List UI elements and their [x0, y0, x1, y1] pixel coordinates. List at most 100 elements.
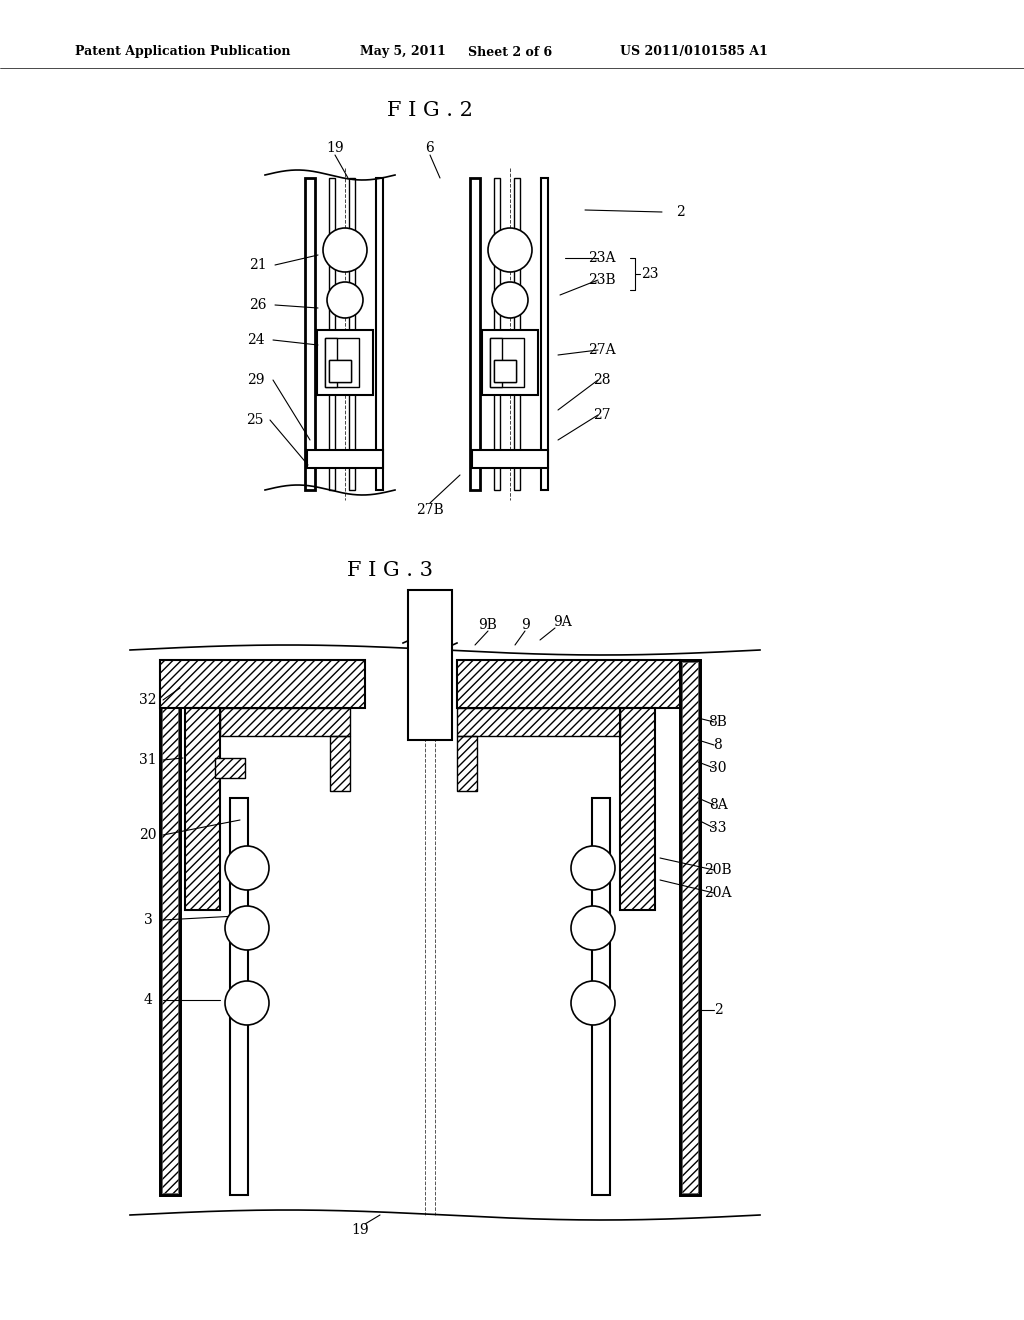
Text: 9: 9 — [520, 618, 529, 632]
Text: 4: 4 — [143, 993, 153, 1007]
Circle shape — [571, 846, 615, 890]
Bar — [160, 660, 180, 1195]
Text: 20A: 20A — [705, 886, 732, 900]
Text: 32: 32 — [139, 693, 157, 708]
Circle shape — [571, 981, 615, 1026]
Text: 8: 8 — [714, 738, 722, 752]
Text: 24: 24 — [247, 333, 265, 347]
Text: 30: 30 — [710, 762, 727, 775]
Circle shape — [323, 228, 367, 272]
Circle shape — [225, 846, 269, 890]
Text: 27: 27 — [593, 408, 610, 422]
Bar — [215, 758, 245, 777]
Bar — [494, 178, 500, 490]
Bar — [185, 708, 220, 909]
Text: 19: 19 — [327, 141, 344, 154]
Text: 9B: 9B — [478, 618, 498, 632]
Text: 25: 25 — [246, 413, 264, 426]
Bar — [349, 178, 355, 490]
Text: 29: 29 — [247, 374, 265, 387]
Bar — [490, 338, 502, 387]
Bar — [162, 663, 178, 1193]
Text: 3: 3 — [143, 913, 153, 927]
Text: F I G . 2: F I G . 2 — [387, 100, 473, 120]
Text: 23A: 23A — [588, 251, 615, 265]
Bar — [470, 178, 480, 490]
Circle shape — [492, 282, 528, 318]
Text: 6: 6 — [426, 141, 434, 154]
Text: Patent Application Publication: Patent Application Publication — [75, 45, 291, 58]
Text: 20B: 20B — [705, 863, 732, 876]
Bar — [620, 708, 655, 909]
Bar — [330, 737, 350, 791]
Bar — [325, 338, 359, 387]
Text: 28: 28 — [593, 374, 610, 387]
Text: US 2011/0101585 A1: US 2011/0101585 A1 — [620, 45, 768, 58]
Bar — [220, 708, 350, 737]
Bar — [472, 450, 548, 469]
Bar — [472, 450, 548, 469]
Bar — [680, 660, 700, 1195]
Text: 31: 31 — [139, 752, 157, 767]
Bar — [490, 338, 502, 387]
Text: 9A: 9A — [553, 615, 571, 630]
Bar — [160, 660, 365, 708]
Bar — [457, 737, 477, 791]
Text: May 5, 2011: May 5, 2011 — [360, 45, 445, 58]
Text: 20: 20 — [139, 828, 157, 842]
Bar — [307, 450, 383, 469]
Bar — [494, 360, 516, 381]
Bar — [376, 178, 383, 490]
Circle shape — [571, 906, 615, 950]
Text: 2: 2 — [714, 1003, 722, 1016]
Bar — [457, 708, 620, 737]
Bar — [305, 178, 315, 490]
Circle shape — [327, 282, 362, 318]
Bar — [457, 660, 680, 708]
Circle shape — [488, 228, 532, 272]
Bar — [317, 330, 373, 395]
Bar — [482, 330, 538, 395]
Bar — [317, 330, 373, 395]
Bar — [490, 338, 524, 387]
Bar — [482, 330, 538, 395]
Text: 8A: 8A — [709, 799, 727, 812]
Bar — [329, 360, 351, 381]
Circle shape — [225, 906, 269, 950]
Bar — [682, 663, 698, 1193]
Bar — [330, 737, 350, 791]
Bar — [329, 360, 351, 381]
Bar — [329, 178, 335, 490]
Bar — [408, 590, 452, 741]
Text: 2: 2 — [676, 205, 684, 219]
Bar — [185, 708, 220, 909]
Bar — [220, 708, 350, 737]
Bar — [457, 708, 620, 737]
Bar — [160, 660, 180, 1195]
Bar — [215, 758, 245, 777]
Text: 27A: 27A — [588, 343, 615, 356]
Bar — [620, 708, 655, 909]
Bar — [494, 360, 516, 381]
Text: Sheet 2 of 6: Sheet 2 of 6 — [468, 45, 552, 58]
Text: 6: 6 — [426, 601, 434, 615]
Bar — [329, 360, 351, 381]
Bar — [307, 450, 383, 469]
Bar — [457, 737, 477, 791]
Text: 27B: 27B — [416, 503, 443, 517]
Bar — [680, 660, 700, 1195]
Text: 26: 26 — [249, 298, 266, 312]
Bar — [592, 799, 610, 1195]
Text: 23B: 23B — [588, 273, 615, 286]
Bar — [457, 660, 680, 708]
Text: 21: 21 — [249, 257, 267, 272]
Bar — [160, 660, 365, 708]
Bar — [325, 338, 337, 387]
Text: F I G . 3: F I G . 3 — [347, 561, 433, 579]
Bar — [541, 178, 548, 490]
Text: 33: 33 — [710, 821, 727, 836]
Bar — [230, 799, 248, 1195]
Text: 23: 23 — [641, 267, 658, 281]
Circle shape — [225, 981, 269, 1026]
Bar — [514, 178, 520, 490]
